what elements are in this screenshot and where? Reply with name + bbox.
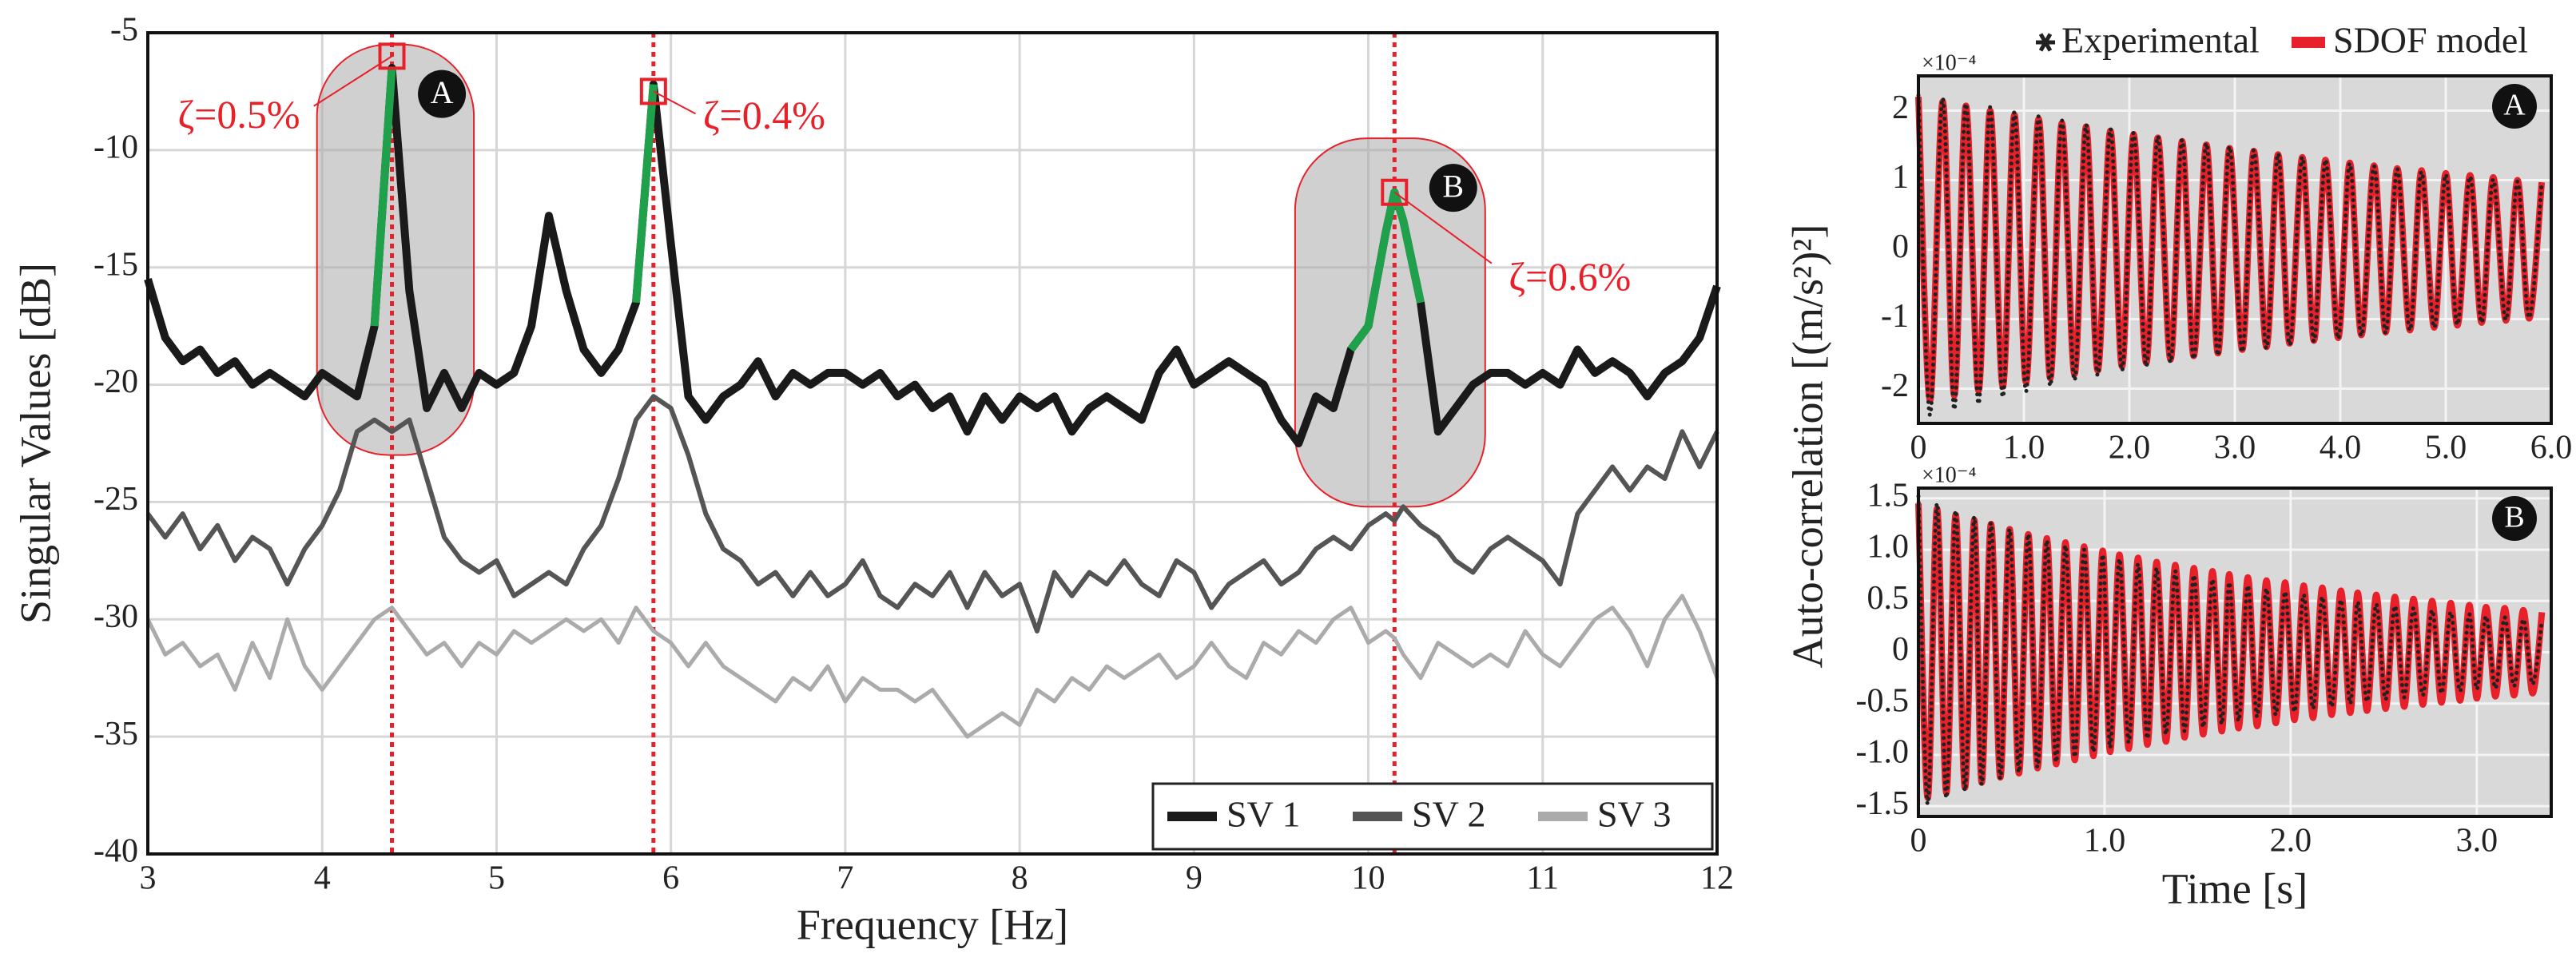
panel-label: B (2504, 501, 2524, 534)
legend-label: SV 3 (1597, 794, 1671, 835)
y-tick-label: 0 (1892, 228, 1909, 265)
legend-box (1151, 782, 1714, 851)
y-tick-label: -1.0 (1856, 734, 1910, 771)
panel-badge (2492, 496, 2537, 541)
y-tick-label: -30 (93, 598, 138, 635)
y-tick-label: 1 (1892, 159, 1909, 196)
plot-frame (146, 31, 1719, 856)
x-tick-label: 6.0 (2530, 430, 2573, 467)
y-tick-label: -1.5 (1856, 785, 1910, 822)
x-tick-label: 3.0 (2456, 823, 2498, 860)
series-line (144, 64, 1721, 447)
x-tick-label: 6 (662, 860, 679, 897)
legend-label: SV 2 (1412, 794, 1485, 835)
x-tick-label: 0 (1910, 823, 1927, 860)
y-tick-label: 1.0 (1867, 529, 1910, 566)
leader-line (1393, 191, 1493, 264)
x-tick-label: 0 (1910, 430, 1927, 467)
y-tick-label: 0.5 (1867, 580, 1910, 617)
legend-label: SDOF model (2333, 20, 2528, 61)
experimental-dots (1916, 93, 2544, 418)
fit-segment (370, 67, 396, 327)
x-tick-label: 1.0 (2084, 823, 2126, 860)
y-tick-label: -2 (1881, 367, 1909, 404)
experimental-dots (1916, 494, 2544, 807)
peak-marker (1381, 178, 1409, 206)
x-tick-label: 2.0 (2109, 430, 2151, 467)
axis-multiplier: ×10⁻⁴ (1922, 50, 1976, 75)
y-tick-label: -15 (93, 246, 138, 283)
x-tick-label: 8 (1012, 860, 1028, 897)
plot-frame (1917, 486, 2553, 818)
peak-marker (639, 77, 667, 105)
legend: Experimental SDOF model (2036, 20, 2528, 61)
fit-segment (1347, 188, 1425, 352)
x-tick-label: 5 (488, 860, 505, 897)
x-tick-label: 4.0 (2320, 430, 2362, 467)
x-axis-title: Time [s] (2162, 864, 2308, 912)
y-axis-title: Singular Values [dB] (11, 263, 59, 624)
x-tick-label: 3 (140, 860, 157, 897)
y-tick-label: -5 (110, 12, 138, 49)
y-tick-label: 0 (1892, 631, 1909, 668)
y-axis-title: Auto-correlation [(m/s²)²] (1783, 224, 1831, 669)
axis-multiplier: ×10⁻⁴ (1922, 463, 1976, 487)
damping-label: ζ=0.6% (1509, 254, 1631, 299)
y-tick-label: -25 (93, 481, 138, 518)
x-tick-label: 9 (1186, 860, 1203, 897)
x-tick-label: 7 (837, 860, 853, 897)
legend-label: Experimental (2061, 20, 2260, 61)
x-tick-label: 1.0 (2003, 430, 2045, 467)
y-tick-label: -20 (93, 363, 138, 400)
panel-badge (2492, 84, 2537, 129)
region-label: A (431, 74, 454, 110)
plot-frame (1917, 74, 2553, 425)
peak-marker (378, 42, 406, 70)
damping-label: ζ=0.5% (177, 92, 300, 137)
legend-marker (2038, 33, 2053, 52)
x-tick-label: 3.0 (2214, 430, 2256, 467)
y-tick-label: -0.5 (1856, 682, 1910, 719)
region-badge (1429, 164, 1477, 212)
y-tick-label: -35 (93, 716, 138, 753)
x-axis-title: Frequency [Hz] (797, 900, 1068, 948)
x-tick-label: 4 (314, 860, 331, 897)
x-tick-label: 10 (1352, 860, 1385, 897)
series-line (145, 594, 1719, 739)
y-tick-label: 2 (1892, 89, 1909, 126)
x-tick-label: 5.0 (2425, 430, 2467, 467)
series-line (145, 394, 1719, 633)
y-tick-label: -1 (1881, 298, 1909, 335)
leader-line (653, 90, 697, 115)
y-tick-label: -40 (93, 833, 138, 870)
x-tick-label: 12 (1700, 860, 1734, 897)
panel-label: A (2503, 89, 2526, 122)
legend-label: SV 1 (1226, 794, 1300, 835)
x-tick-label: 11 (1527, 860, 1559, 897)
region-label: B (1442, 168, 1464, 204)
y-tick-label: -10 (93, 129, 138, 165)
y-tick-label: 1.5 (1867, 477, 1910, 514)
region-badge (418, 69, 467, 118)
x-tick-label: 2.0 (2270, 823, 2312, 860)
fit-segment (632, 84, 658, 304)
damping-label: ζ=0.4% (703, 93, 825, 137)
